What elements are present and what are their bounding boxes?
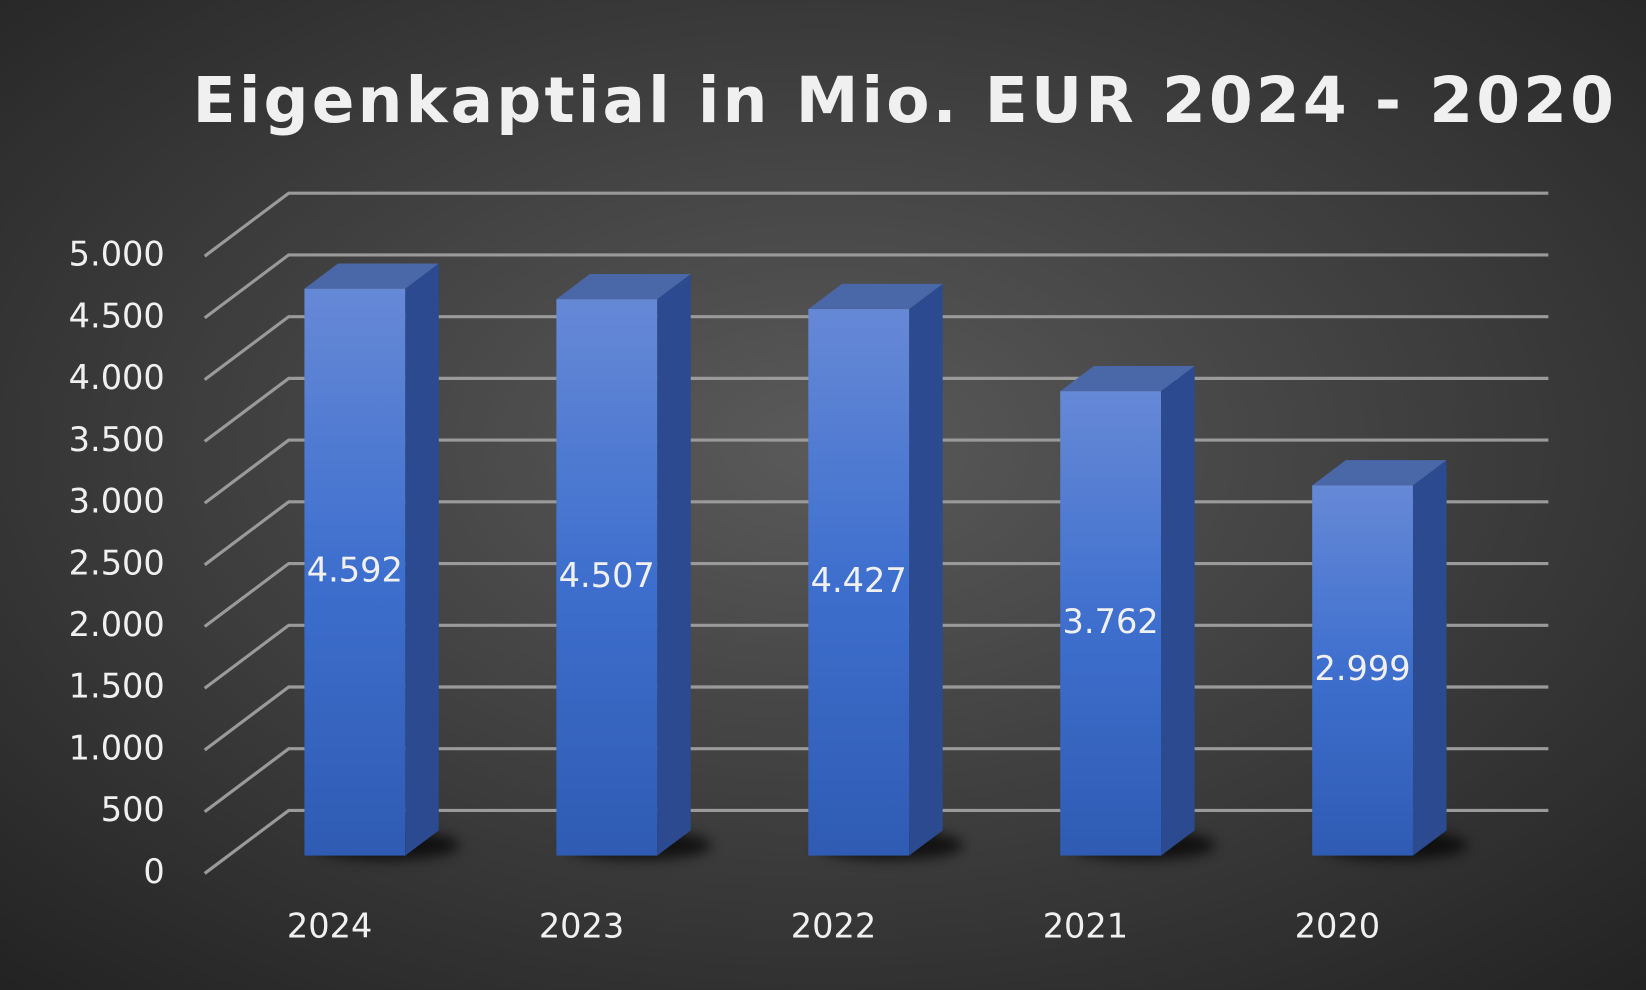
value-label: 3.762 (1063, 602, 1159, 641)
value-label: 2.999 (1314, 649, 1410, 688)
x-tick-label: 2023 (539, 907, 624, 946)
value-label: 4.592 (307, 551, 403, 590)
x-tick-label: 2024 (287, 907, 372, 946)
y-tick-label: 2.500 (69, 543, 165, 582)
bar (808, 309, 910, 856)
y-tick-label: 4.000 (69, 358, 165, 397)
y-tick-label: 2.000 (69, 605, 165, 644)
bar-top (556, 274, 691, 300)
bar-side (1412, 460, 1447, 856)
grid-line (203, 253, 1549, 320)
bar-side (1161, 365, 1195, 856)
y-tick-label: 3.000 (69, 482, 165, 521)
chart-title: Eigenkaptial in Mio. EUR 2024 - 2020 (193, 64, 1617, 137)
bar-top (304, 263, 439, 289)
bar-side (657, 274, 691, 856)
grid-line (203, 315, 1549, 381)
y-tick-label: 3.500 (69, 420, 165, 459)
y-tick-label: 500 (101, 790, 165, 829)
value-label: 4.427 (811, 561, 907, 600)
bar (556, 299, 658, 856)
bar-top (1060, 365, 1195, 392)
grid-line (203, 191, 1549, 258)
x-tick-label: 2022 (791, 907, 876, 946)
y-tick-label: 0 (143, 852, 164, 891)
bar (1312, 485, 1413, 856)
y-tick-label: 1.000 (69, 728, 165, 767)
x-tick-label: 2020 (1295, 907, 1380, 946)
bar (304, 288, 406, 856)
y-tick-label: 4.500 (69, 296, 165, 335)
value-label: 4.507 (559, 556, 655, 595)
bar (1060, 391, 1162, 856)
bar-side (405, 263, 439, 856)
bar-top (808, 283, 943, 310)
bar-side (909, 283, 943, 856)
y-tick-label: 5.000 (69, 235, 165, 274)
y-tick-label: 1.500 (69, 667, 165, 706)
bar-top (1312, 460, 1447, 486)
x-tick-label: 2021 (1043, 907, 1128, 946)
